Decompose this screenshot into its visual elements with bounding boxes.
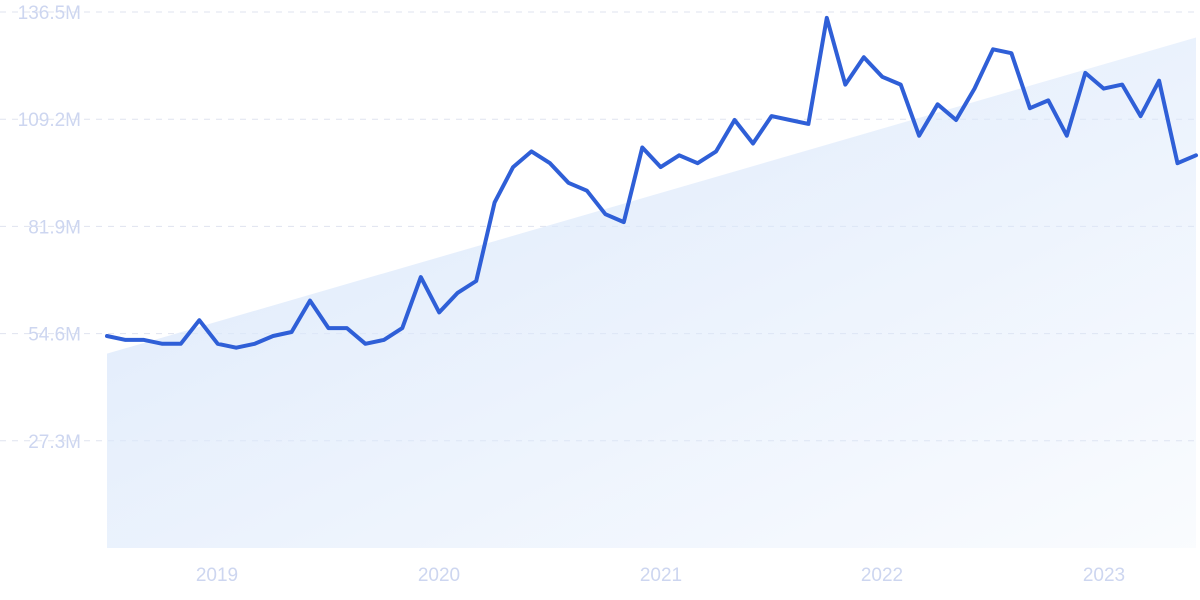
y-tick-label: 81.9M <box>28 217 81 238</box>
y-axis-ticks: 27.3M 54.6M 81.9M 109.2M 136.5M <box>18 3 81 453</box>
series-line <box>105 15 1198 350</box>
x-tick-label: 2020 <box>418 565 460 586</box>
trend-area <box>107 37 1196 549</box>
y-tick-label: 109.2M <box>18 110 81 131</box>
x-tick-label: 2023 <box>1083 565 1125 586</box>
x-tick-label: 2021 <box>640 565 682 586</box>
x-tick-label: 2019 <box>196 565 238 586</box>
y-tick-label: 27.3M <box>28 432 81 453</box>
y-tick-label: 54.6M <box>28 325 81 346</box>
x-tick-label: 2022 <box>861 565 903 586</box>
y-tick-label: 136.5M <box>18 3 81 24</box>
x-axis-ticks: 2019 2020 2021 2022 2023 <box>196 565 1125 586</box>
